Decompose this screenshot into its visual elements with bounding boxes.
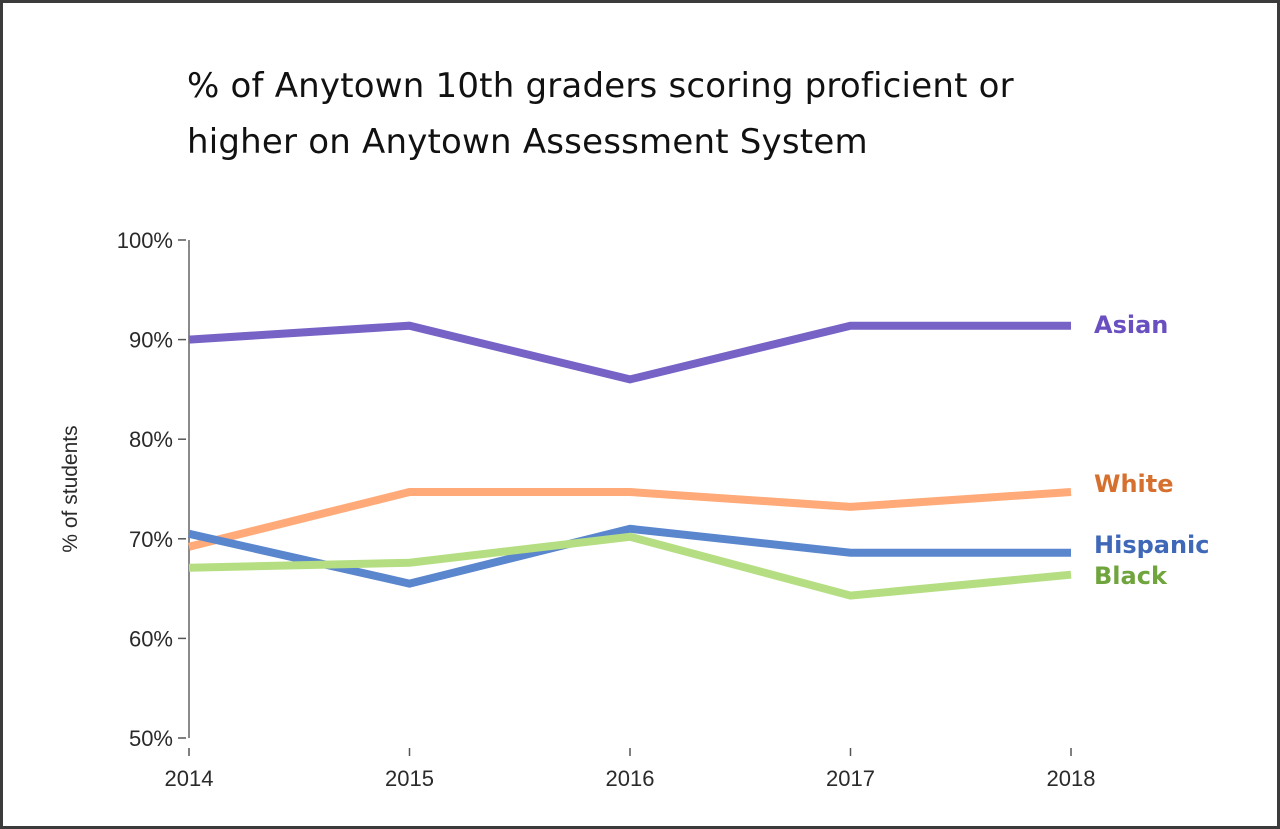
series-line-black: [188, 532, 1072, 600]
y-axis-label: % of students: [59, 425, 82, 552]
x-tick-label: 2016: [606, 766, 655, 791]
series-label-hispanic: Hispanic: [1094, 531, 1210, 559]
x-tick-label: 2014: [165, 766, 214, 791]
x-tick-label: 2017: [826, 766, 875, 791]
series-label-asian: Asian: [1094, 311, 1168, 339]
series-lines: [188, 321, 1072, 600]
series-line-asian: [188, 321, 1071, 384]
y-tick-label: 60%: [129, 626, 173, 651]
series-label-black: Black: [1094, 562, 1168, 590]
y-tick-label: 50%: [129, 726, 173, 751]
axes: 50% 60% 70% 80% 90% 100% 2014 2015 2016 2017 2018: [117, 228, 1096, 791]
series-label-white: White: [1094, 470, 1174, 498]
y-tick-label: 80%: [129, 427, 173, 452]
x-tick-label: 2018: [1047, 766, 1096, 791]
y-tick-label: 90%: [129, 328, 173, 353]
chart-title: % of Anytown 10th graders scoring profic…: [187, 58, 1107, 170]
y-tick-label: 70%: [129, 527, 173, 552]
x-tick-label: 2015: [385, 766, 434, 791]
chart-title-line-1: % of Anytown 10th graders scoring profic…: [187, 66, 1014, 106]
y-tick-label: 100%: [117, 228, 173, 253]
series-labels: Asian White Hispanic Black: [1094, 311, 1210, 590]
chart-title-line-2: higher on Anytown Assessment System: [187, 122, 868, 162]
